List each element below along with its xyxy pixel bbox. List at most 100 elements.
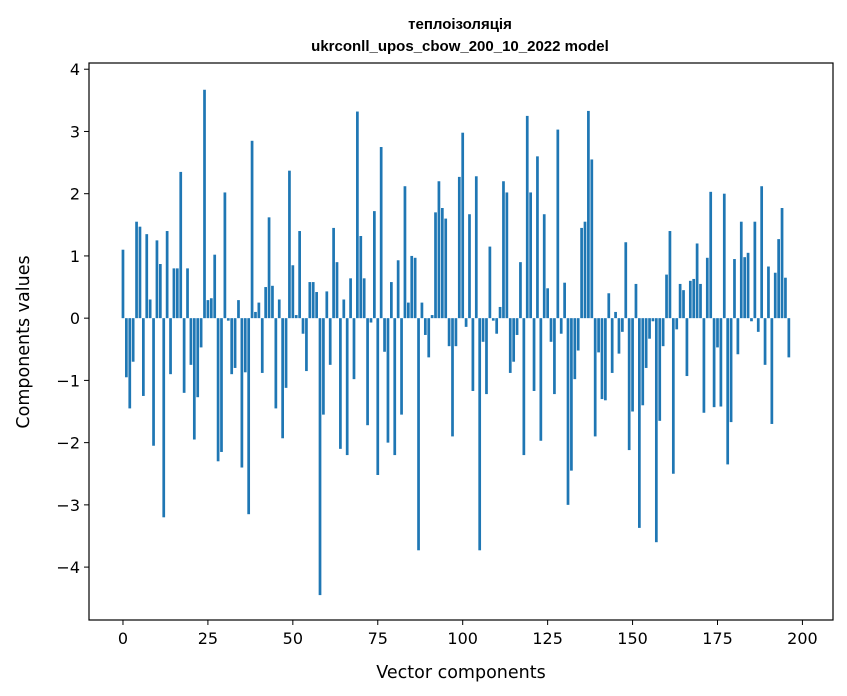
bar <box>508 318 512 373</box>
bar <box>128 318 132 409</box>
bar <box>536 156 539 319</box>
bar <box>437 181 441 319</box>
bar <box>478 318 482 551</box>
bar <box>223 192 227 319</box>
y-axis-ticks: −4 −3 −2 −1 0 1 2 3 4 <box>56 60 89 577</box>
bar <box>719 318 723 407</box>
bar <box>393 318 397 456</box>
bar <box>356 111 359 319</box>
bar <box>515 318 519 335</box>
bar <box>614 311 617 319</box>
bar <box>607 293 611 319</box>
bar <box>233 318 237 368</box>
bar <box>770 318 774 424</box>
bar <box>512 318 516 362</box>
bar <box>750 318 753 322</box>
bar <box>192 318 196 440</box>
bar <box>787 318 791 358</box>
bar <box>182 318 186 393</box>
bar <box>345 318 349 456</box>
bar <box>617 318 621 354</box>
bar <box>702 318 706 413</box>
bar <box>638 318 641 528</box>
x-tick-label: 0 <box>118 629 128 648</box>
bar <box>668 231 672 319</box>
bar <box>298 231 301 319</box>
bar <box>186 268 189 319</box>
chart-subtitle: ukrconll_upos_cbow_200_10_2022 model <box>311 38 609 55</box>
bar <box>145 234 149 319</box>
bar <box>464 318 468 327</box>
bar <box>158 264 162 319</box>
bar <box>179 171 183 319</box>
bar <box>175 268 179 319</box>
x-axis-label: Vector components <box>376 663 545 683</box>
bar <box>148 299 152 319</box>
bar <box>410 255 414 319</box>
x-tick-label: 125 <box>532 629 563 648</box>
bar <box>226 318 230 321</box>
bar <box>461 132 465 319</box>
bar <box>315 292 318 319</box>
bar <box>125 318 128 378</box>
bar <box>288 170 291 319</box>
bar <box>457 176 461 319</box>
bar <box>593 318 597 437</box>
bar <box>209 298 213 319</box>
bar <box>736 318 740 355</box>
bar <box>206 300 210 319</box>
bar <box>444 218 448 319</box>
y-tick-label: 1 <box>70 247 80 266</box>
bar <box>648 318 651 339</box>
bar <box>471 318 475 391</box>
chart-title: теплоізоляція <box>408 16 512 33</box>
y-tick-label: 4 <box>70 60 80 79</box>
bar <box>373 211 376 319</box>
bar <box>451 318 454 437</box>
bar <box>468 214 471 319</box>
bar <box>780 208 784 319</box>
bar <box>485 318 488 395</box>
bar <box>722 193 726 319</box>
bar <box>406 302 410 319</box>
bar <box>682 290 685 319</box>
bar <box>610 318 614 373</box>
bar <box>641 318 645 406</box>
bar <box>658 318 662 421</box>
bar <box>247 318 251 515</box>
bar <box>631 318 634 412</box>
bar <box>142 318 145 396</box>
bar <box>604 318 607 401</box>
bar <box>417 318 420 551</box>
bar <box>403 186 407 319</box>
bar <box>529 192 532 319</box>
bar <box>502 181 505 319</box>
bar <box>376 318 380 475</box>
bar <box>138 226 142 319</box>
bar <box>447 318 451 347</box>
bar <box>695 243 699 319</box>
bar <box>213 254 217 319</box>
bar <box>587 110 590 319</box>
bar <box>294 315 298 319</box>
bar <box>580 227 583 319</box>
bar <box>240 318 244 468</box>
bar <box>726 318 730 465</box>
bar <box>427 318 431 358</box>
bar <box>716 318 719 348</box>
bar <box>576 318 580 351</box>
bar <box>556 129 560 319</box>
bar <box>559 318 563 334</box>
y-tick-label: −1 <box>56 371 80 390</box>
bar <box>570 318 573 471</box>
bar <box>495 318 499 334</box>
bar <box>675 318 679 330</box>
bar <box>566 318 570 505</box>
bar <box>332 227 335 319</box>
bar <box>430 315 434 319</box>
bar <box>189 318 193 365</box>
bar <box>573 318 577 380</box>
bar <box>121 249 125 319</box>
bar <box>597 318 600 353</box>
